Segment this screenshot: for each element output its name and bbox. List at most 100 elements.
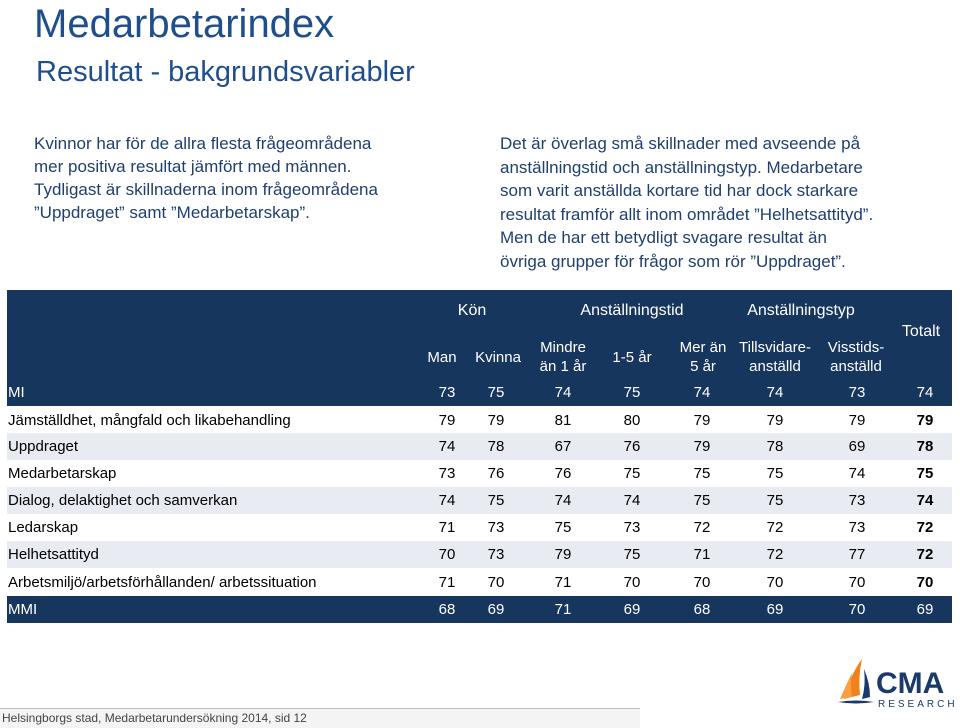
col-header-1-5: 1-5 år [612, 349, 652, 366]
value-cell: 73 [623, 519, 641, 536]
value-cell: 75 [554, 519, 572, 536]
value-cell: 75 [623, 384, 641, 401]
value-cell: 75 [487, 384, 505, 401]
col-header-mer: Mer än 5 år [671, 338, 735, 376]
value-cell: 79 [487, 412, 505, 429]
intro-right-line: anställningstid och anställningstyp. Med… [500, 157, 863, 177]
value-cell: 79 [848, 412, 866, 429]
footer: Helsingborgs stad, Medarbetarundersöknin… [0, 708, 640, 728]
value-cell: 75 [766, 465, 784, 482]
total-cell: 70 [916, 574, 934, 591]
value-cell: 67 [554, 438, 572, 455]
value-cell: 80 [623, 412, 641, 429]
total-cell: 79 [916, 412, 934, 429]
col-header-mer-line: Mer än [679, 339, 727, 356]
value-cell: 75 [623, 465, 641, 482]
value-cell: 79 [554, 546, 572, 563]
intro-right-line: Det är överlag små skillnader med avseen… [500, 134, 861, 153]
value-cell: 81 [554, 412, 572, 429]
table-row: Arbetsmiljö/arbetsförhållanden/ arbetssi… [7, 569, 952, 596]
value-cell: 73 [438, 384, 456, 401]
row-label: Ledarskap [8, 519, 79, 536]
group-header-anstallningstyp: Anställningstyp [747, 302, 855, 319]
value-cell: 69 [487, 601, 505, 618]
total-cell: 72 [916, 519, 934, 536]
page-subtitle: Resultat - bakgrundsvariabler [36, 56, 415, 88]
value-cell: 76 [623, 438, 641, 455]
value-cell: 71 [693, 546, 711, 563]
value-cell: 70 [438, 546, 456, 563]
group-header-anstallningstid: Anställningstid [580, 302, 684, 319]
value-cell: 74 [438, 438, 456, 455]
footer-text: Helsingborgs stad, Medarbetarundersöknin… [2, 711, 307, 725]
col-header-man: Man [427, 349, 457, 366]
total-cell: 72 [916, 546, 934, 563]
value-cell: 70 [848, 601, 866, 618]
value-cell: 76 [554, 465, 572, 482]
value-cell: 72 [766, 546, 784, 563]
total-cell: 69 [916, 601, 934, 618]
value-cell: 73 [487, 519, 505, 536]
intro-left-text: Kvinnor har för de allra flesta frågeomr… [34, 132, 474, 224]
value-cell: 79 [693, 438, 711, 455]
value-cell: 71 [554, 574, 572, 591]
col-header-mindre-line: än 1 år [539, 358, 587, 375]
row-label: Arbetsmiljö/arbetsförhållanden/ arbetssi… [8, 574, 317, 591]
intro-right-line: övriga grupper för frågor som rör ”Uppdr… [500, 251, 846, 271]
table-row: Jämställdhet, mångfald och likabehandlin… [7, 407, 952, 434]
intro-left-line: Tydligast är skillnaderna inom frågeområ… [34, 180, 378, 199]
row-label: Helhetsattityd [8, 546, 99, 563]
col-header-visstids-line: Visstids- [827, 339, 885, 356]
cma-research-logo: CMA RESEARCH [838, 659, 956, 710]
value-cell: 79 [693, 412, 711, 429]
value-cell: 68 [693, 601, 711, 618]
value-cell: 70 [487, 574, 505, 591]
total-cell: 74 [916, 384, 934, 401]
col-header-tillsvidare-line: Tillsvidare- [739, 339, 811, 356]
col-header-tillsvidare: Tillsvidare- anställd [730, 338, 820, 376]
value-cell: 74 [848, 465, 866, 482]
value-cell: 73 [438, 465, 456, 482]
row-label: MMI [8, 601, 38, 618]
table-row: MI 73 75 74 75 74 74 73 74 [7, 379, 952, 406]
value-cell: 73 [487, 546, 505, 563]
value-cell: 72 [766, 519, 784, 536]
value-cell: 74 [438, 492, 456, 509]
value-cell: 77 [848, 546, 866, 563]
value-cell: 69 [766, 601, 784, 618]
value-cell: 73 [848, 492, 866, 509]
value-cell: 76 [487, 465, 505, 482]
value-cell: 73 [848, 519, 866, 536]
total-cell: 75 [916, 465, 934, 482]
value-cell: 75 [623, 546, 641, 563]
results-table: Kön Anställningstid Anställningstyp Tota… [7, 290, 952, 627]
value-cell: 69 [848, 438, 866, 455]
row-label: Uppdraget [8, 438, 79, 455]
value-cell: 74 [766, 384, 784, 401]
value-cell: 74 [693, 384, 711, 401]
value-cell: 71 [438, 574, 456, 591]
row-label: MI [8, 384, 25, 401]
table-row: Dialog, delaktighet och samverkan 74 75 74 7… [7, 487, 952, 514]
intro-left-line: Kvinnor har för de allra flesta frågeomr… [34, 134, 372, 153]
value-cell: 75 [693, 465, 711, 482]
row-label: Jämställdhet, mångfald och likabehandlin… [8, 412, 291, 429]
value-cell: 79 [438, 412, 456, 429]
group-header-kon: Kön [457, 302, 487, 319]
intro-right-line: som varit anställda kortare tid har dock… [500, 181, 859, 200]
value-cell: 78 [766, 438, 784, 455]
col-header-mindre-line: Mindre [540, 339, 586, 356]
value-cell: 74 [554, 492, 572, 509]
table-row: Ledarskap 71 73 75 73 72 72 73 72 [7, 514, 952, 541]
table-row: Helhetsattityd 70 73 79 75 71 72 77 72 [7, 541, 952, 568]
value-cell: 75 [487, 492, 505, 509]
table-row: Uppdraget 74 78 67 76 79 78 69 78 [7, 433, 952, 460]
value-cell: 68 [438, 601, 456, 618]
table-row: MMI 68 69 71 69 68 69 70 69 [7, 596, 952, 623]
value-cell: 73 [848, 384, 866, 401]
value-cell: 71 [438, 519, 456, 536]
logo-tagline: RESEARCH [878, 699, 956, 710]
value-cell: 71 [554, 601, 572, 618]
table-header: Kön Anställningstid Anställningstyp Tota… [7, 290, 952, 379]
value-cell: 70 [848, 574, 866, 591]
